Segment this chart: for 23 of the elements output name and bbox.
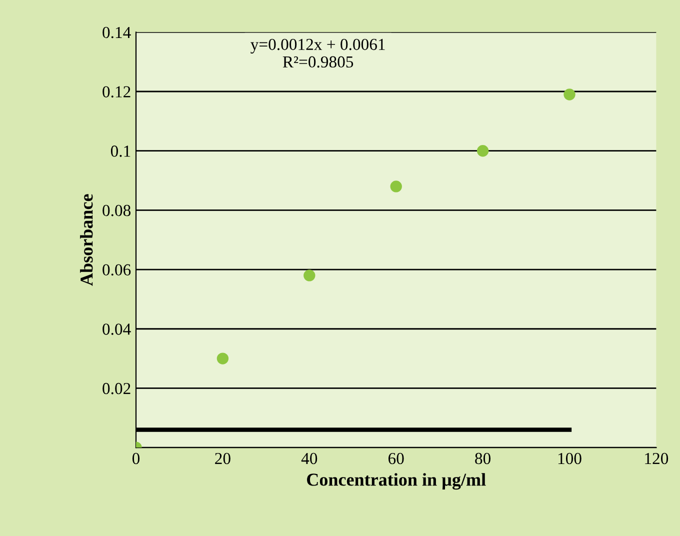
x-tick-label: 60 <box>388 452 404 464</box>
y-tick-label: 0.06 <box>102 264 131 276</box>
x-tick-label: 120 <box>645 452 668 464</box>
point <box>216 352 229 364</box>
y-tick-label: 0.12 <box>102 86 130 98</box>
y-tick-label: 0.14 <box>102 26 131 38</box>
y-axis-title: Absorbance <box>80 194 93 286</box>
point <box>476 145 489 157</box>
x-tick-label: 0 <box>132 452 140 464</box>
y-tick-label: 0.1 <box>110 146 130 157</box>
x-axis-title: Concentration in µg/ml <box>307 473 486 490</box>
point <box>304 270 316 282</box>
y-tick-label: 0.02 <box>102 382 130 394</box>
x-tick-label: 20 <box>215 452 230 464</box>
annotation: R²=0.9805 <box>282 56 354 68</box>
y-tick-label: 0.08 <box>102 204 131 216</box>
point <box>564 88 576 100</box>
x-tick-label: 40 <box>301 452 318 464</box>
point <box>390 180 402 192</box>
x-tick-label: 80 <box>475 452 490 464</box>
annotation: y=0.0012x + 0.0061 <box>250 38 385 54</box>
y-tick-label: 0.04 <box>102 324 131 335</box>
x-tick-label: 100 <box>558 452 582 464</box>
